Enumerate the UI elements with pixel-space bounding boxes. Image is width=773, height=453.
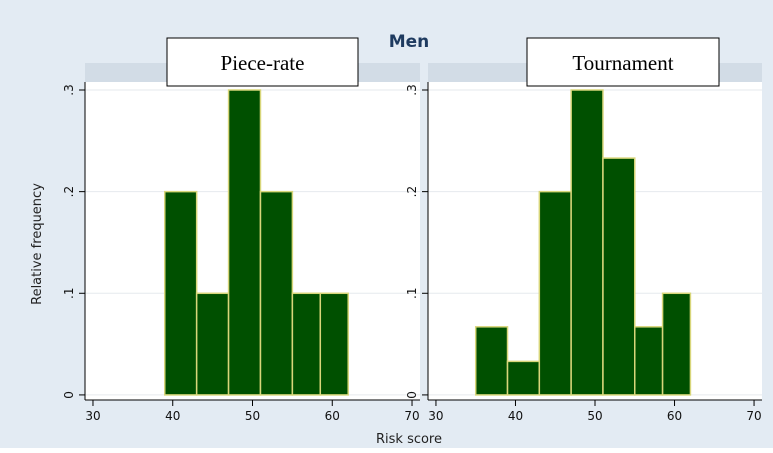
x-tick-label: 70	[404, 409, 419, 423]
panel-tournament: 0 .1 .2 .3 30 40 50 60 70 Tournament	[405, 37, 762, 423]
histogram-bar	[602, 157, 636, 396]
x-tick-label: 40	[165, 409, 180, 423]
x-tick-label: 50	[587, 409, 602, 423]
x-tick-label: 40	[508, 409, 523, 423]
histogram-bar	[227, 89, 262, 396]
y-tick-label: 0	[405, 391, 419, 399]
x-axis-title: Risk score	[376, 432, 442, 447]
histogram-bar	[538, 190, 572, 396]
figure-title: Men	[389, 32, 430, 52]
y-tick-label: .1	[62, 288, 76, 299]
y-tick-label: .1	[405, 288, 419, 299]
y-tick-label: 0	[62, 391, 76, 399]
y-tick-label: .2	[405, 186, 419, 197]
y-tick-label: .3	[405, 84, 419, 95]
x-tick-label: 60	[325, 409, 340, 423]
panel-title: Tournament	[572, 51, 673, 75]
x-tick-label: 30	[428, 409, 443, 423]
panel-piece-rate: 0 .1 .2 .3 30 40 50 60 70 Piece-rate	[62, 37, 420, 423]
x-tick-label: 30	[85, 409, 100, 423]
x-tick-label: 70	[746, 409, 761, 423]
histogram-bar	[506, 360, 541, 396]
histogram-bar	[259, 190, 294, 396]
panel-title-box	[166, 37, 359, 87]
panel-title-box	[526, 37, 720, 87]
x-tick-label: 60	[667, 409, 682, 423]
histogram-bar	[319, 292, 349, 396]
histogram-bar	[634, 326, 664, 396]
x-tick-label: 50	[245, 409, 260, 423]
histogram-bar	[474, 326, 509, 396]
y-axis-title: Relative frequency	[30, 183, 45, 305]
histogram-bar	[661, 292, 692, 396]
y-tick-label: .3	[62, 84, 76, 95]
y-tick-label: .2	[62, 186, 76, 197]
histogram-bar	[164, 190, 198, 396]
histogram-bar	[195, 292, 230, 396]
panel-title: Piece-rate	[221, 51, 305, 75]
histogram-bar	[570, 89, 604, 396]
histogram-bar	[291, 292, 322, 396]
